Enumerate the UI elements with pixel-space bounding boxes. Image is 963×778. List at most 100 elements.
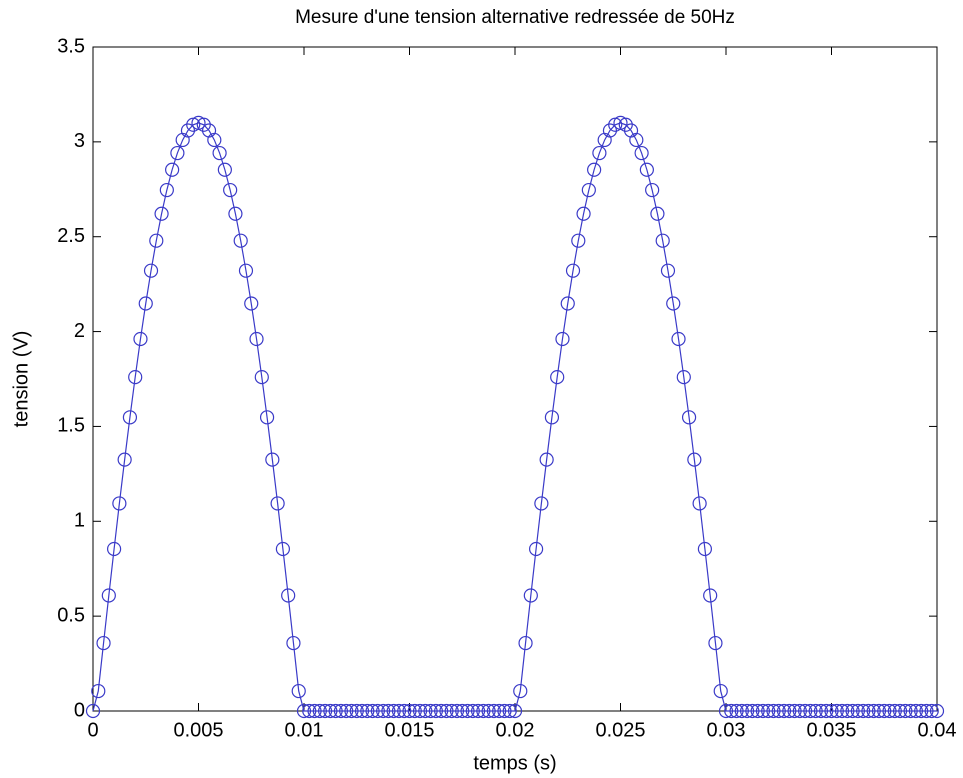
data-point xyxy=(587,162,602,177)
data-point xyxy=(813,703,829,719)
data-point xyxy=(877,703,892,719)
data-point xyxy=(755,703,771,719)
data-point xyxy=(924,703,939,719)
data-point xyxy=(718,703,734,719)
data-point xyxy=(634,145,649,161)
data-point xyxy=(444,703,459,719)
data-point xyxy=(502,703,517,719)
data-point xyxy=(576,206,591,221)
data-point xyxy=(639,162,654,177)
data-point xyxy=(133,331,148,347)
data-point xyxy=(745,703,760,719)
data-point xyxy=(476,703,491,719)
data-point xyxy=(866,703,881,719)
data-point xyxy=(449,703,465,719)
data-point xyxy=(180,123,196,138)
x-tick-label: 0.04 xyxy=(918,719,957,741)
data-point xyxy=(402,703,417,719)
data-point xyxy=(750,703,765,719)
data-point xyxy=(439,703,454,719)
data-point xyxy=(286,635,301,651)
data-point xyxy=(518,635,533,651)
data-point xyxy=(428,703,443,719)
data-point xyxy=(645,182,660,198)
data-point xyxy=(228,206,243,221)
data-point xyxy=(782,703,797,719)
y-tick-label: 3.5 xyxy=(57,35,85,57)
data-point xyxy=(302,703,317,719)
data-point xyxy=(391,703,407,719)
data-point xyxy=(349,703,364,719)
y-axis-label: tension (V) xyxy=(10,331,32,428)
x-tick-label: 0.035 xyxy=(806,719,856,741)
data-point xyxy=(275,541,290,557)
y-tick-label: 1.5 xyxy=(57,415,85,437)
data-point xyxy=(101,588,116,603)
data-point xyxy=(792,703,807,719)
data-point xyxy=(312,703,327,719)
data-point xyxy=(766,703,781,719)
y-tick-label: 2.5 xyxy=(57,225,85,247)
data-point xyxy=(550,370,565,385)
data-point xyxy=(687,452,702,467)
data-point xyxy=(328,703,343,719)
data-point xyxy=(776,703,792,719)
data-point xyxy=(492,703,507,719)
data-point xyxy=(143,263,159,278)
data-point xyxy=(834,703,850,719)
data-point xyxy=(618,117,633,132)
data-point xyxy=(914,703,929,719)
data-point xyxy=(434,703,449,719)
data-point xyxy=(165,162,180,177)
data-point xyxy=(423,703,438,719)
data-point xyxy=(808,703,823,719)
data-point xyxy=(281,588,296,603)
data-point xyxy=(318,703,333,719)
data-point xyxy=(681,410,697,425)
data-point xyxy=(96,635,111,651)
data-point xyxy=(592,145,607,161)
data-point xyxy=(470,703,486,719)
data-point xyxy=(565,263,581,278)
data-point xyxy=(291,683,306,699)
data-point xyxy=(360,703,375,719)
data-point xyxy=(534,496,549,511)
y-tick-label: 3 xyxy=(74,130,85,152)
data-point xyxy=(840,703,855,719)
x-tick-label: 0.025 xyxy=(595,719,645,741)
data-point xyxy=(381,703,396,719)
data-point xyxy=(666,296,681,311)
data-point xyxy=(122,410,138,425)
data-point xyxy=(703,588,718,603)
x-tick-label: 0.015 xyxy=(384,719,434,741)
data-point xyxy=(354,703,370,719)
data-point xyxy=(729,703,744,719)
data-point xyxy=(307,703,322,719)
data-point xyxy=(412,703,428,719)
data-point xyxy=(771,703,786,719)
data-point xyxy=(882,703,897,719)
data-point xyxy=(138,296,153,311)
data-point xyxy=(397,703,412,719)
data-point xyxy=(528,541,544,557)
data-point xyxy=(929,703,945,719)
data-point xyxy=(655,233,670,248)
data-point xyxy=(159,182,174,198)
data-point xyxy=(365,703,380,719)
data-point xyxy=(887,703,902,719)
y-tick-label: 0 xyxy=(74,699,85,721)
data-point xyxy=(170,145,185,161)
data-point xyxy=(708,635,723,651)
data-point xyxy=(85,703,101,719)
data-point xyxy=(91,683,106,699)
data-point xyxy=(908,703,924,719)
data-point xyxy=(803,703,818,719)
data-point xyxy=(128,370,143,385)
data-point xyxy=(270,496,285,511)
data-point xyxy=(581,182,596,198)
data-point xyxy=(692,496,707,511)
data-point xyxy=(233,233,248,248)
data-point xyxy=(265,452,280,467)
